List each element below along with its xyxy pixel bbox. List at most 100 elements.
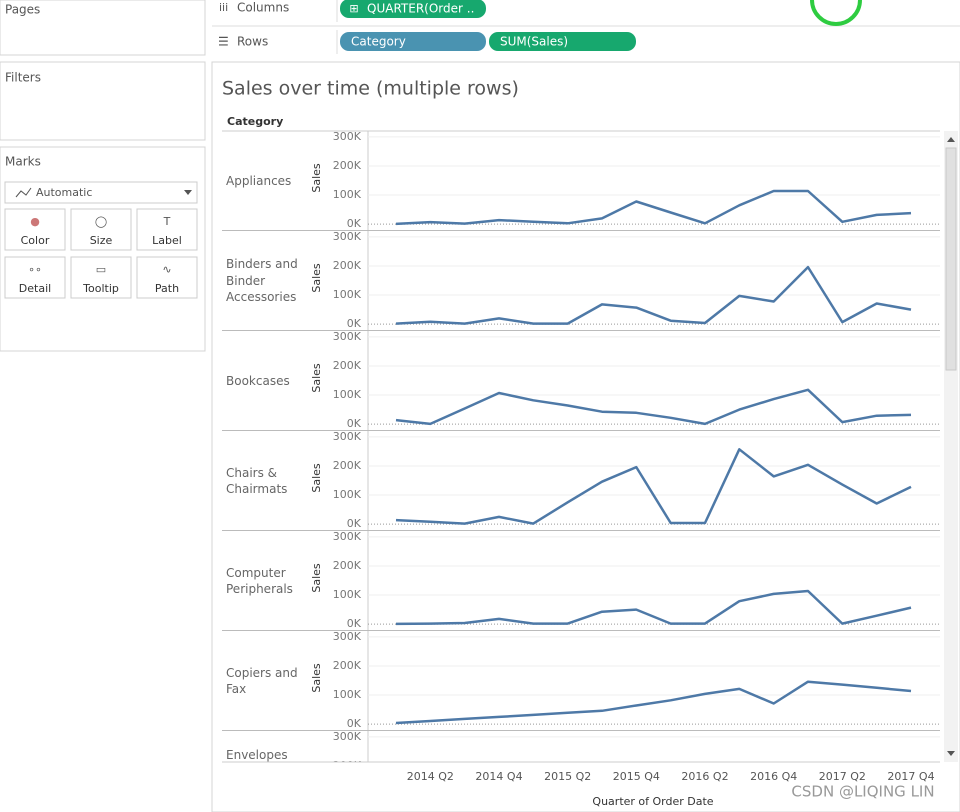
y-axis-title: Sales xyxy=(310,363,323,393)
y-tick-label: 100K xyxy=(333,388,362,401)
row-label: Copiers and Fax xyxy=(226,665,298,697)
scroll-up[interactable] xyxy=(947,137,955,142)
pages-title: Pages xyxy=(5,3,40,17)
watermark: CSDN @LIQING LIN xyxy=(791,783,934,801)
x-tick-label: 2016 Q4 xyxy=(750,770,797,783)
sales-line xyxy=(395,388,912,426)
sales-line xyxy=(395,589,912,626)
x-tick-label: 2014 Q4 xyxy=(475,770,522,783)
y-tick-label: 0K xyxy=(347,417,362,430)
rows-label: Rows xyxy=(237,35,268,49)
y-tick-label: 100K xyxy=(333,588,362,601)
y-tick-label: 0K xyxy=(347,717,362,730)
mark-button-label: Size xyxy=(90,234,113,247)
mark-button-icon: ▭ xyxy=(96,263,106,276)
x-axis-title: Quarter of Order Date xyxy=(592,795,713,808)
scroll-down[interactable] xyxy=(947,751,955,756)
mark-type: Automatic xyxy=(36,186,92,199)
x-tick-label: 2017 Q2 xyxy=(819,770,866,783)
y-axis-title: Sales xyxy=(310,463,323,493)
shelf-pill[interactable] xyxy=(340,32,486,51)
y-tick-label: 300K xyxy=(333,630,362,643)
y-axis-title: Sales xyxy=(310,163,323,193)
columns-icon: iii xyxy=(219,1,228,14)
mark-button[interactable] xyxy=(70,208,132,251)
filters-title: Filters xyxy=(5,71,41,85)
mark-button-icon: ● xyxy=(30,215,40,228)
row-header: Copiers and Fax xyxy=(226,665,298,697)
y-tick-label: 100K xyxy=(333,688,362,701)
row-label: Computer Peripherals xyxy=(226,565,293,597)
x-tick-label: 2014 Q2 xyxy=(407,770,454,783)
mark-button-icon: ∿ xyxy=(162,263,171,276)
y-tick-label: 0K xyxy=(347,217,362,230)
rows-icon: ☰ xyxy=(218,35,229,49)
y-tick-label: 300K xyxy=(333,230,362,243)
mark-button-label: Tooltip xyxy=(82,282,119,295)
row-header: Computer Peripherals xyxy=(226,565,293,597)
row-label: Bookcases xyxy=(226,373,290,388)
facet-header: Category xyxy=(227,115,283,128)
shelf-pill[interactable] xyxy=(489,32,636,51)
dropdown-arrow xyxy=(184,190,192,195)
y-tick-label: 100K xyxy=(333,188,362,201)
pill-label: SUM(Sales) xyxy=(500,35,568,49)
y-tick-label: 200K xyxy=(333,559,362,572)
y-tick-label: 300K xyxy=(333,430,362,443)
status-ring xyxy=(810,0,862,26)
shelf-pill[interactable] xyxy=(340,0,486,18)
mark-button-label: Label xyxy=(152,234,182,247)
x-tick-label: 2016 Q2 xyxy=(681,770,728,783)
row-header: Envelopes xyxy=(226,747,288,762)
y-axis-title: Sales xyxy=(310,563,323,593)
y-axis-title: Sales xyxy=(310,263,323,293)
marks-title: Marks xyxy=(5,155,41,169)
y-tick-label: 100K xyxy=(333,488,362,501)
row-label: Envelopes xyxy=(226,747,288,762)
sales-line xyxy=(395,680,912,725)
row-label: Binders and Binder Accessories xyxy=(226,257,298,305)
x-tick-label: 2017 Q4 xyxy=(887,770,934,783)
y-tick-label: 200K xyxy=(333,259,362,272)
mark-type-dropdown[interactable] xyxy=(4,181,198,204)
row-header: Binders and Binder Accessories xyxy=(226,257,298,305)
sales-line xyxy=(395,448,912,525)
y-tick-label: 300K xyxy=(333,130,362,143)
mark-button-icon: ◯ xyxy=(95,215,107,228)
row-header: Chairs & Chairmats xyxy=(226,465,288,497)
sales-line xyxy=(395,189,912,226)
pages-card xyxy=(0,0,206,56)
x-tick-label: 2015 Q4 xyxy=(613,770,660,783)
mark-button-label: Color xyxy=(21,234,50,247)
scroll-thumb[interactable] xyxy=(945,147,957,371)
y-tick-label: 200K xyxy=(333,759,362,772)
row-label: Appliances xyxy=(226,173,292,188)
mark-button-icon: T xyxy=(163,215,171,228)
mark-button[interactable] xyxy=(136,208,198,251)
filters-card xyxy=(0,61,206,141)
columns-label: Columns xyxy=(237,1,289,15)
mark-type-icon xyxy=(15,187,32,198)
chart-title: Sales over time (multiple rows) xyxy=(222,78,519,100)
y-tick-label: 200K xyxy=(333,659,362,672)
pill-label: QUARTER(Order .. xyxy=(367,2,474,16)
y-tick-label: 200K xyxy=(333,359,362,372)
y-tick-label: 0K xyxy=(347,317,362,330)
sales-line xyxy=(395,265,912,325)
y-tick-label: 200K xyxy=(333,159,362,172)
y-axis-title: Sales xyxy=(310,663,323,693)
y-tick-label: 0K xyxy=(347,517,362,530)
mark-button[interactable] xyxy=(4,208,66,251)
pill-label: Category xyxy=(351,35,406,49)
y-tick-label: 300K xyxy=(333,530,362,543)
mark-button-label: Detail xyxy=(19,282,51,295)
y-tick-label: 300K xyxy=(333,330,362,343)
pill-expand: ⊞ xyxy=(349,2,358,15)
mark-button[interactable] xyxy=(4,256,66,299)
row-label: Chairs & Chairmats xyxy=(226,465,288,497)
mark-button[interactable] xyxy=(136,256,198,299)
mark-button-icon: ∘∘ xyxy=(28,263,42,276)
x-tick-label: 2015 Q2 xyxy=(544,770,591,783)
mark-button[interactable] xyxy=(70,256,132,299)
